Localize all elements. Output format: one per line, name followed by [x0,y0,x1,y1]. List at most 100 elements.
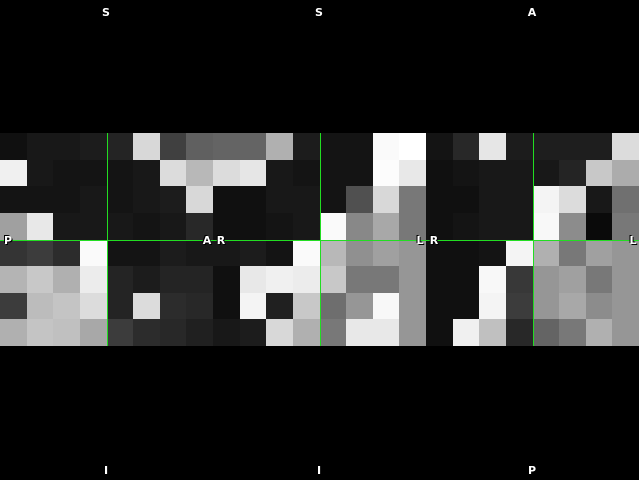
voxel [372,186,400,213]
voxel [505,319,533,346]
voxel [319,239,347,267]
voxel [186,159,213,187]
voxel [612,186,639,213]
voxel [53,133,80,160]
voxel [159,292,187,320]
voxel [319,159,347,187]
voxel [133,239,160,267]
voxel [559,266,586,293]
voxel [372,266,400,293]
voxel [266,292,293,320]
orientation-label-right: R [429,234,439,247]
voxel [505,266,533,293]
voxel [372,212,400,240]
voxel [612,266,639,293]
voxel [133,319,160,346]
coronal-slice-image[interactable] [213,133,426,346]
voxel [106,239,134,267]
voxel [399,319,426,346]
voxel [213,239,240,267]
coronal-crosshair-horizontal[interactable] [213,240,426,241]
voxel [213,133,240,160]
voxel [612,319,639,346]
voxel [585,212,613,240]
voxel [346,239,373,267]
voxel [426,239,453,267]
voxel [585,292,613,320]
voxel [266,133,293,160]
voxel [612,133,639,160]
voxel [532,159,560,187]
voxel [612,159,639,187]
axial-slice-image[interactable] [426,133,639,346]
sagittal-crosshair-horizontal[interactable] [0,240,213,241]
voxel [346,212,373,240]
sagittal-view[interactable]: S I P A [0,0,213,480]
voxel [53,239,80,267]
voxel [505,292,533,320]
voxel [159,212,187,240]
voxel [559,186,586,213]
axial-crosshair-vertical[interactable] [533,133,534,346]
voxel [532,239,560,267]
voxel [585,239,613,267]
voxel [213,292,240,320]
voxel [399,133,426,160]
voxel [133,266,160,293]
sagittal-crosshair-vertical[interactable] [107,133,108,346]
voxel [426,319,453,346]
voxel [79,319,107,346]
voxel [585,159,613,187]
voxel [186,239,213,267]
voxel [479,239,506,267]
voxel [319,292,347,320]
voxel [213,266,240,293]
sagittal-slice-image[interactable] [0,133,213,346]
voxel [452,212,480,240]
voxel [479,266,506,293]
voxel [0,133,27,160]
voxel [133,212,160,240]
voxel [292,266,320,293]
voxel [266,319,293,346]
voxel [292,292,320,320]
voxel [346,133,373,160]
voxel [452,159,480,187]
voxel [505,212,533,240]
voxel [346,319,373,346]
voxel [612,239,639,267]
voxel [559,319,586,346]
voxel [532,133,560,160]
voxel [26,239,54,267]
voxel [266,159,293,187]
voxel [26,292,54,320]
voxel [532,212,560,240]
voxel [26,186,54,213]
voxel [53,212,80,240]
orientation-label-left: L [629,234,637,247]
voxel [53,159,80,187]
voxel [612,212,639,240]
voxel [585,319,613,346]
orientation-label-posterior: P [527,464,537,477]
voxel [399,266,426,293]
voxel [479,292,506,320]
coronal-crosshair-vertical[interactable] [320,133,321,346]
voxel [266,212,293,240]
voxel [452,266,480,293]
voxel [79,159,107,187]
voxel [133,186,160,213]
voxel [479,159,506,187]
axial-view[interactable]: A P R L [426,0,639,480]
voxel [532,292,560,320]
voxel [159,159,187,187]
voxel [292,212,320,240]
voxel [0,212,27,240]
voxel [213,212,240,240]
axial-crosshair-horizontal[interactable] [426,240,639,241]
voxel [106,133,134,160]
voxel [106,292,134,320]
voxel [585,266,613,293]
coronal-view[interactable]: S I R L [213,0,426,480]
